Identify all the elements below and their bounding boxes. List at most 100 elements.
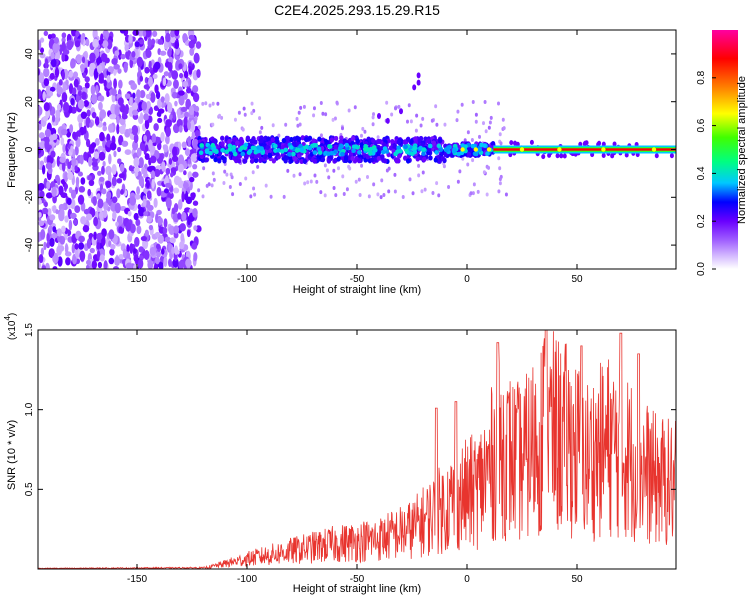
- spectrogram-cell: [118, 173, 125, 179]
- spectrogram-cell: [46, 233, 50, 243]
- spectrogram-cell: [228, 185, 232, 190]
- spectrogram-cell: [49, 86, 56, 92]
- spectrogram-cell: [163, 188, 169, 194]
- spectrogram-cell: [39, 160, 44, 166]
- spectrogram-cell: [312, 106, 316, 111]
- spectrogram-cell: [66, 39, 73, 51]
- spectrogram-cell: [133, 212, 139, 221]
- spectrogram-cell: [120, 104, 126, 113]
- spectrogram-cell: [68, 70, 74, 78]
- spectrogram-cell: [405, 119, 409, 124]
- spectrogram-cell: [487, 125, 491, 130]
- spectrogram-cell: [279, 149, 285, 154]
- spectrogram-cell: [188, 65, 193, 75]
- spectrogram-cell: [173, 79, 179, 90]
- spectrogram-cell: [211, 171, 215, 176]
- spectrogram-cell: [225, 172, 229, 177]
- spectrogram-cell: [337, 145, 343, 151]
- spectrogram-cell: [141, 166, 146, 175]
- spectrogram-cell: [343, 155, 349, 161]
- spectrogram-cell: [172, 257, 179, 268]
- spectrogram-cell: [61, 225, 66, 233]
- spectrogram-cell: [196, 68, 201, 78]
- spectrogram-cell: [555, 153, 560, 159]
- y-tick-label: 0.5: [24, 482, 35, 496]
- spectrogram-cell: [624, 152, 629, 158]
- spectrogram-cell: [165, 32, 171, 43]
- spectrogram-cell: [180, 232, 185, 243]
- spectrogram-cell: [111, 164, 117, 176]
- spectrogram-cell: [430, 118, 434, 123]
- spectrogram-cell: [62, 143, 66, 153]
- spectrogram-cell: [498, 177, 502, 182]
- spectrogram-cell: [167, 61, 173, 72]
- spectrogram-cell: [136, 186, 140, 196]
- spectrogram-cell: [68, 219, 73, 231]
- spectrogram-cell: [76, 85, 83, 92]
- spectrogram-cell: [466, 162, 470, 167]
- spectrogram-cell: [401, 195, 405, 200]
- strong-line-core: [493, 148, 676, 151]
- spectrogram-cell: [396, 139, 401, 145]
- spectrogram-cell: [362, 146, 368, 152]
- spectrogram-cell: [114, 105, 120, 116]
- spectrogram-cell: [64, 171, 69, 183]
- spectrogram-cell: [120, 53, 126, 60]
- spectrogram-cell: [149, 155, 157, 164]
- spectrogram-cell: [466, 151, 472, 157]
- spectrogram-cell: [336, 156, 341, 162]
- spectrogram-cell: [134, 236, 140, 248]
- spectrogram-cell: [85, 138, 91, 148]
- spectrogram-cell: [163, 144, 169, 153]
- spectrogram-cell: [118, 254, 125, 260]
- spectrogram-cell: [38, 59, 42, 68]
- spectrogram-cell: [173, 175, 181, 186]
- spectrogram-cell: [307, 135, 313, 141]
- spectrogram-cell: [102, 160, 106, 167]
- spectrogram-cell: [109, 114, 116, 120]
- spectrogram-cell: [63, 49, 70, 55]
- spectrogram-cell: [407, 103, 411, 108]
- spectrogram-cell: [192, 110, 199, 118]
- spectrogram-cell: [46, 180, 51, 190]
- spectrogram-cell: [198, 150, 204, 156]
- spectrogram-cell: [84, 58, 88, 70]
- spectrogram-cell: [71, 243, 76, 254]
- spectrogram-cell: [371, 115, 375, 120]
- spectrogram-cell: [182, 33, 188, 42]
- spectrogram-cell: [147, 37, 152, 49]
- spectrogram-cell: [53, 37, 60, 44]
- spectrogram-cell: [146, 215, 153, 223]
- spectrogram-cell: [416, 72, 421, 79]
- spectrogram-cell: [165, 126, 171, 137]
- spectrogram-cell: [77, 99, 85, 110]
- spectrogram-cell: [341, 174, 345, 179]
- spectrogram-cell: [282, 194, 286, 199]
- spectrogram-cell: [460, 102, 464, 107]
- spectrogram-cell: [70, 145, 74, 153]
- spectrogram-cell: [194, 130, 200, 138]
- spectrogram-cell: [107, 66, 115, 73]
- spectrogram-cell: [83, 125, 87, 134]
- spectrogram-cell: [155, 91, 161, 100]
- spectrogram-cell: [332, 186, 336, 191]
- spectrogram-cell: [471, 100, 475, 105]
- spectrogram-cell: [123, 62, 128, 73]
- spectrogram-cell: [496, 101, 500, 106]
- spectrogram-cell: [163, 218, 168, 228]
- spectrogram-cell: [143, 84, 151, 90]
- spectrogram-cell: [193, 52, 200, 64]
- spectrogram-cell: [38, 159, 41, 170]
- spectrogram-cell: [87, 175, 92, 181]
- spectrogram-cell: [440, 155, 446, 162]
- spectrogram-cell: [294, 148, 300, 153]
- spectrogram-cell: [42, 91, 46, 101]
- spectrogram-cell: [138, 175, 145, 187]
- y-tick-label: 1.5: [24, 323, 35, 337]
- spectrogram-cell: [519, 147, 525, 152]
- spectrogram-cell: [361, 126, 365, 131]
- spectrogram-cell: [192, 200, 199, 206]
- spectrogram-cell: [356, 158, 362, 164]
- spectrogram-cell: [395, 157, 400, 164]
- spectrogram-cell: [89, 62, 96, 71]
